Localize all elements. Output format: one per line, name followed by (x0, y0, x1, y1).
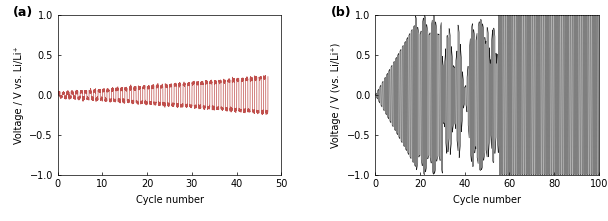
Y-axis label: Voltage / V (vs. Li/Li⁺): Voltage / V (vs. Li/Li⁺) (331, 42, 341, 148)
X-axis label: Cycle number: Cycle number (453, 195, 521, 205)
X-axis label: Cycle number: Cycle number (136, 195, 204, 205)
Text: (b): (b) (331, 6, 351, 19)
Y-axis label: Voltage / V vs. Li/Li⁺: Voltage / V vs. Li/Li⁺ (14, 46, 24, 144)
Text: (a): (a) (13, 6, 33, 19)
